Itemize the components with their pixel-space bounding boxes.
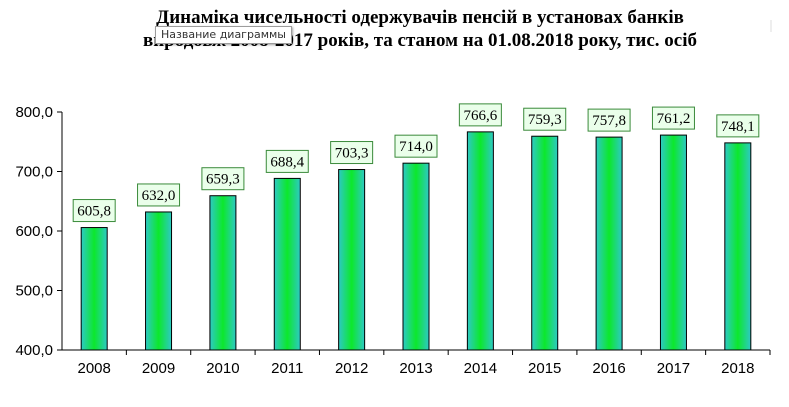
bar-2014[interactable]: [466, 131, 494, 351]
data-label: 632,0: [142, 188, 176, 204]
data-label: 714,0: [399, 139, 433, 155]
bar-2016[interactable]: [595, 136, 623, 351]
y-tick-label: 800,0: [15, 104, 53, 121]
data-label-box: [587, 108, 631, 132]
chart-title-line-1: Динаміка чисельності одержувачів пенсій …: [156, 7, 684, 28]
data-label-box: [265, 149, 309, 173]
x-tick-label: 2012: [335, 360, 368, 377]
data-label-box: [458, 103, 502, 127]
x-tick-label: 2009: [142, 360, 175, 377]
x-tick-label: 2016: [592, 360, 625, 377]
data-label: 659,3: [206, 172, 240, 188]
x-tick-label: 2013: [399, 360, 432, 377]
bar-2009[interactable]: [145, 211, 173, 351]
data-label: 759,3: [528, 112, 562, 128]
bar-2012[interactable]: [338, 169, 366, 351]
data-label: 748,1: [721, 119, 755, 135]
bar-2008[interactable]: [80, 227, 108, 351]
data-label: 703,3: [335, 146, 369, 162]
data-label: 688,4: [270, 154, 304, 170]
data-label-box: [716, 114, 760, 138]
x-tick-label: 2018: [721, 360, 754, 377]
y-tick-label: 500,0: [15, 283, 53, 300]
x-tick-label: 2015: [528, 360, 561, 377]
data-label-box: [330, 141, 374, 165]
bar-2011[interactable]: [273, 177, 301, 351]
data-label-box: [137, 183, 181, 207]
data-label: 757,8: [592, 113, 626, 129]
data-label-box: [72, 199, 116, 223]
y-tick-label: 400,0: [15, 342, 53, 359]
data-label-box: [201, 167, 245, 191]
x-tick-label: 2017: [657, 360, 690, 377]
x-tick-label: 2014: [464, 360, 497, 377]
bar-2018[interactable]: [724, 142, 752, 351]
data-label-box: [651, 106, 695, 130]
y-axis-ticks: 400,0 500,0 600,0 700,0 800,0: [15, 104, 62, 359]
data-label: 605,8: [77, 204, 111, 220]
data-label-box: [394, 134, 438, 158]
data-label: 766,6: [463, 108, 497, 124]
x-tick-label: 2011: [271, 360, 303, 377]
chart-title-tooltip: Название диаграммы: [155, 26, 292, 44]
bar-2015[interactable]: [531, 135, 559, 351]
x-axis-ticks: 2008 2009 2010 2011 2012 2013 2014 2015 2016 2017…: [77, 350, 771, 377]
data-label: 761,2: [657, 111, 691, 127]
bar-2017[interactable]: [659, 134, 687, 351]
bar-2013[interactable]: [402, 162, 430, 351]
y-tick-label: 600,0: [15, 223, 53, 240]
bar-2010[interactable]: [209, 195, 237, 351]
data-label-box: [523, 107, 567, 131]
y-tick-label: 700,0: [15, 164, 53, 181]
bars-group: [80, 131, 752, 351]
x-tick-label: 2008: [77, 360, 110, 377]
x-tick-label: 2010: [206, 360, 239, 377]
data-labels-group: 605,8 632,0 659,3 688,4 703,3 714,0 766,6 759,3…: [72, 103, 760, 223]
